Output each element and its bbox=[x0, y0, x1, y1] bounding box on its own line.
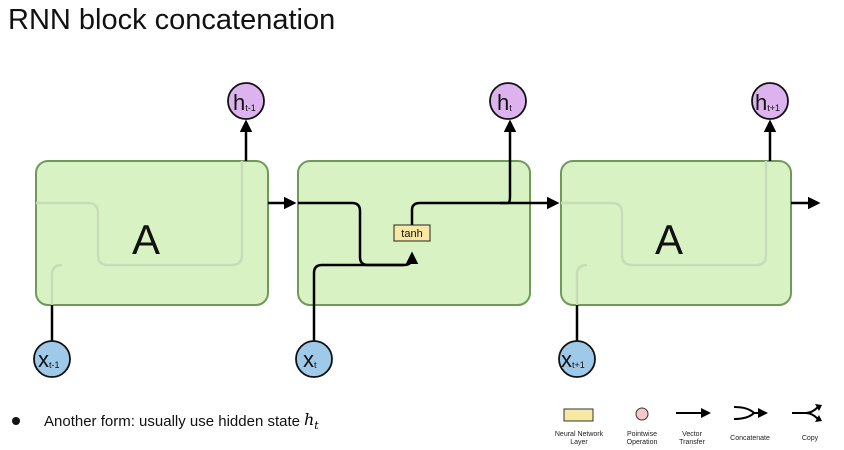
rnn-cell-prev: A bbox=[36, 161, 268, 305]
output-main-current: h bbox=[497, 90, 509, 115]
bullet-dot bbox=[12, 417, 20, 425]
legend-label-vt-2: Transfer bbox=[679, 439, 705, 446]
input-node-next: xt+1 bbox=[559, 341, 595, 377]
bullet-text: Another form: usually use hidden state bbox=[44, 413, 300, 430]
legend-label-copy: Copy bbox=[802, 435, 819, 442]
bullet-math: ht bbox=[304, 410, 319, 432]
output-sub-prev: t-1 bbox=[245, 103, 256, 113]
output-sub-next: t+1 bbox=[767, 103, 780, 113]
neural-network-layer-icon bbox=[564, 409, 593, 421]
output-node-current: ht bbox=[490, 83, 526, 119]
cell-label-next: A bbox=[655, 216, 683, 263]
legend-label-pw-1: Pointwise bbox=[627, 431, 657, 438]
rnn-cell-next: A bbox=[561, 161, 791, 305]
cell-label-prev: A bbox=[132, 216, 160, 263]
copy-icon bbox=[792, 404, 822, 422]
tanh-layer: tanh bbox=[394, 225, 430, 241]
input-sub-prev: t-1 bbox=[49, 360, 60, 370]
legend-label-nn-1: Neural Network bbox=[555, 431, 604, 438]
input-main-current: x bbox=[303, 347, 314, 372]
input-node-prev: xt-1 bbox=[34, 341, 70, 377]
bullet-math-main: h bbox=[304, 410, 314, 429]
concatenate-icon bbox=[734, 407, 766, 419]
input-sub-next: t+1 bbox=[572, 360, 585, 370]
tanh-label: tanh bbox=[401, 228, 422, 240]
output-node-next: ht+1 bbox=[752, 83, 788, 119]
pointwise-operation-icon bbox=[636, 408, 648, 420]
legend-label-concat: Concatenate bbox=[730, 435, 770, 442]
output-main-next: h bbox=[755, 90, 767, 115]
legend: Neural Network Layer Pointwise Operation… bbox=[555, 404, 822, 446]
bullet-math-sub: t bbox=[314, 419, 318, 432]
legend-label-vt-1: Vector bbox=[682, 431, 703, 438]
input-node-current: xt bbox=[296, 341, 332, 377]
legend-label-pw-2: Operation bbox=[627, 439, 658, 446]
legend-label-nn-2: Layer bbox=[570, 439, 588, 446]
output-main-prev: h bbox=[233, 90, 245, 115]
bullet-note: Another form: usually use hidden state h… bbox=[12, 410, 319, 432]
input-main-next: x bbox=[561, 347, 572, 372]
output-node-prev: ht-1 bbox=[228, 83, 264, 119]
input-main-prev: x bbox=[38, 347, 49, 372]
